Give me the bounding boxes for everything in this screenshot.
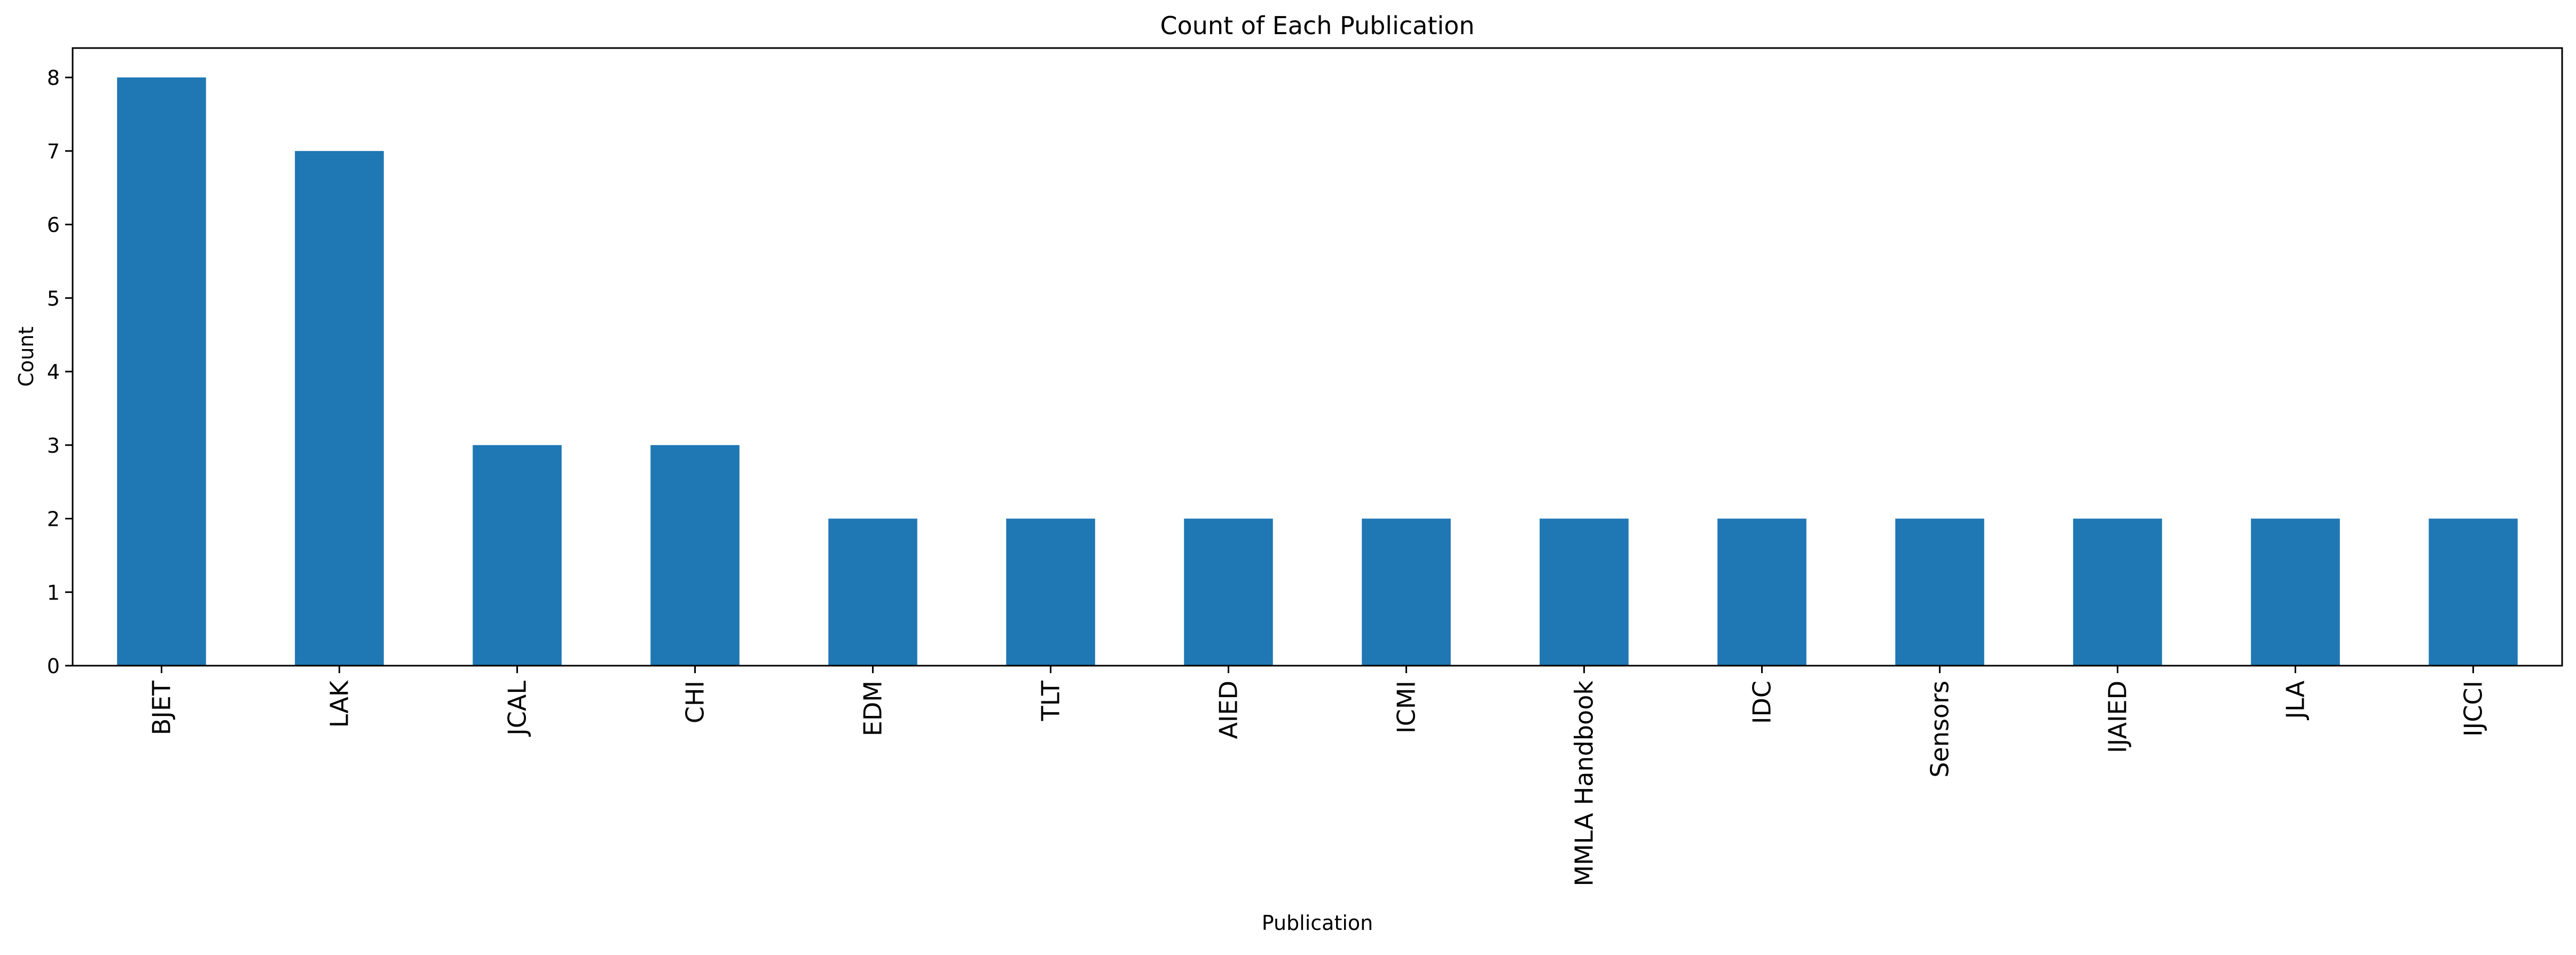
x-tick-label: TLT [1036, 680, 1065, 721]
x-tick-label: AIED [1214, 681, 1243, 739]
bar-idc [1717, 518, 1807, 666]
bar-bjet [117, 77, 206, 666]
x-tick-label: Sensors [1926, 681, 1954, 778]
y-tick-label: 1 [47, 581, 60, 604]
y-tick-label: 6 [47, 214, 60, 237]
y-tick-label: 2 [47, 508, 60, 531]
x-tick-label: EDM [859, 681, 888, 736]
y-tick-label: 4 [47, 360, 60, 384]
y-tick-label: 0 [47, 654, 60, 678]
x-tick-label: IDC [1748, 681, 1777, 724]
x-axis-label: Publication [1262, 911, 1373, 935]
bar-mmla-handbook [1540, 518, 1629, 666]
x-tick-label: BJET [147, 680, 176, 735]
x-tick-label: CHI [681, 681, 710, 723]
plot-frame [72, 47, 2563, 667]
bar-chi [650, 445, 740, 666]
bar-jla [2251, 518, 2340, 666]
y-tick-label: 8 [47, 66, 60, 90]
y-axis: 0 1 2 3 4 5 6 7 8 [47, 66, 73, 678]
x-tick-label: JLA [2281, 680, 2310, 720]
bar-aied [1184, 518, 1273, 666]
bar-edm [828, 518, 917, 666]
chart-title: Count of Each Publication [1160, 11, 1475, 40]
x-axis: BJET LAK JCAL CHI EDM TLT AIED ICMI MMLA Handboo… [147, 666, 2488, 886]
x-tick-label: JCAL [503, 681, 532, 737]
bar-ijaied [2073, 518, 2162, 666]
x-tick-label: MMLA Handbook [1570, 681, 1599, 887]
bar-ijcci [2429, 518, 2518, 666]
bars [117, 77, 2518, 666]
x-tick-label: IJAIED [2103, 681, 2132, 753]
x-tick-label: ICMI [1392, 681, 1421, 733]
y-tick-label: 3 [47, 434, 60, 457]
y-axis-label: Count [14, 327, 38, 387]
y-tick-label: 7 [47, 140, 60, 163]
bar-icmi [1362, 518, 1451, 666]
bar-lak [295, 151, 384, 666]
bar-tlt [1006, 518, 1095, 666]
bar-sensors [1895, 518, 1984, 666]
x-tick-label: LAK [325, 680, 354, 728]
y-tick-label: 5 [47, 287, 60, 310]
bar-jcal [473, 445, 562, 666]
x-tick-label: IJCCI [2459, 681, 2488, 737]
